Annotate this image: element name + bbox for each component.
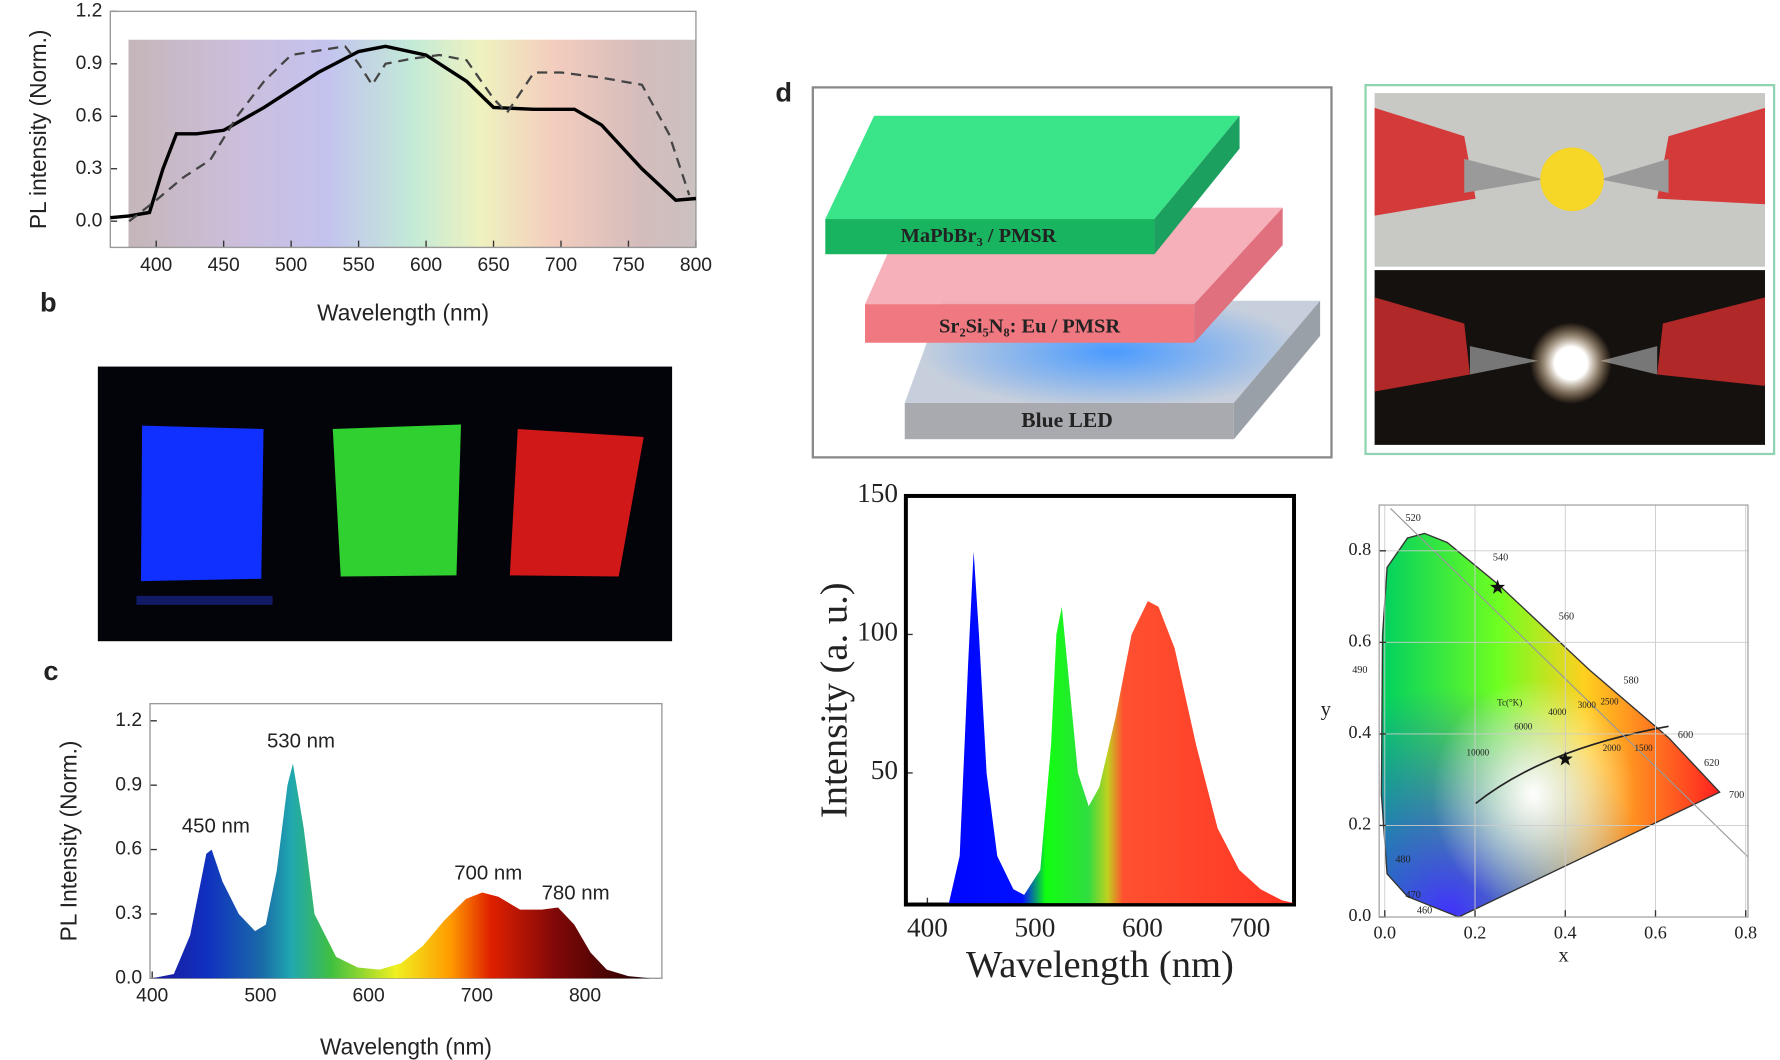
locus-label: 700	[1729, 790, 1744, 801]
x-tick-label: 700	[1230, 913, 1271, 943]
plot-frame	[903, 493, 1297, 907]
y-tick-label: 0.0	[1349, 905, 1372, 925]
x-tick-label: 800	[569, 986, 601, 1007]
y-axis-label: y	[1321, 699, 1332, 721]
y-tick-label: 0.2	[1349, 814, 1372, 834]
spectrum-area	[905, 551, 1295, 904]
cct-label: 3000	[1578, 700, 1597, 710]
x-axis-label: Wavelength (nm)	[966, 944, 1234, 986]
y-tick-label: 0.6	[76, 105, 103, 126]
x-tick-label: 0.8	[1734, 922, 1757, 942]
peak-annotation: 450 nm	[182, 816, 250, 838]
x-tick-label: 600	[410, 255, 442, 276]
x-tick-label: 450	[208, 255, 240, 276]
x-tick-label: 400	[907, 913, 948, 943]
locus-label: 470	[1406, 890, 1421, 901]
x-tick-label: 600	[1122, 913, 1163, 943]
x-tick-label: 400	[140, 255, 172, 276]
peak-annotation: 530 nm	[267, 731, 335, 753]
y-tick-label: 0.9	[76, 53, 103, 74]
x-tick-label: 650	[477, 255, 509, 276]
layer-label: Sr₂Si₅N₈: Eu / PMSR	[939, 316, 1120, 338]
y-axis-label: Intensity (a. u.)	[814, 582, 856, 818]
y-tick-label: 0.3	[115, 903, 142, 924]
locus-label: 520	[1406, 513, 1421, 524]
y-tick-label: 0.6	[1349, 631, 1372, 651]
plot-frame	[1378, 504, 1749, 918]
panel-label: c	[43, 655, 58, 686]
series-line	[128, 45, 691, 223]
x-tick-label: 500	[244, 986, 276, 1007]
y-tick-label: 150	[857, 478, 898, 508]
panel-label: b	[40, 286, 57, 317]
y-tick-label: 1.2	[76, 0, 103, 21]
y-tick-label: 0.0	[76, 210, 103, 231]
panel-label: d	[775, 76, 792, 107]
locus-label: 580	[1623, 675, 1638, 686]
x-tick-label: 550	[343, 255, 375, 276]
device-diagram: MaPbBr₃ / PMSR Sr₂Si₅N₈: Eu / PMSR Blue …	[811, 86, 1333, 459]
x-tick-label: 0.0	[1373, 922, 1396, 942]
series-line	[110, 44, 697, 220]
y-tick-label: 0.4	[1349, 722, 1372, 742]
y-tick-label: 0.3	[76, 158, 103, 179]
y-tick-label: 0.9	[115, 774, 142, 795]
x-tick-label: 0.6	[1644, 922, 1667, 942]
locus-label: 600	[1678, 730, 1693, 741]
photo-films	[97, 366, 673, 642]
cct-label: 4000	[1548, 707, 1567, 717]
cct-label: 10000	[1467, 748, 1490, 758]
locus-label: 540	[1493, 553, 1508, 564]
locus-label: 620	[1704, 758, 1719, 769]
chromaticity-point	[1490, 579, 1506, 594]
y-tick-label: 0.0	[115, 967, 142, 988]
cct-label: Tc(°K)	[1497, 698, 1522, 708]
peak-annotation: 780 nm	[542, 883, 610, 905]
locus-label: 480	[1395, 855, 1410, 866]
y-tick-label: 0.6	[115, 839, 142, 860]
cie-locus	[1380, 508, 1749, 918]
locus-label: 490	[1352, 665, 1367, 676]
y-tick-label: 1.2	[115, 710, 142, 731]
cct-label: 2000	[1603, 743, 1622, 753]
layer-label: Blue LED	[1021, 408, 1113, 432]
led-photos	[1364, 83, 1776, 456]
cct-label: 2500	[1600, 697, 1619, 707]
spectrum-area	[152, 763, 650, 979]
cct-label: 6000	[1514, 722, 1533, 732]
x-tick-label: 500	[1014, 913, 1055, 943]
y-tick-label: 100	[857, 617, 898, 647]
x-axis-label: x	[1558, 944, 1568, 966]
peak-annotation: 700 nm	[454, 862, 522, 884]
x-tick-label: 400	[136, 986, 168, 1007]
locus-label: 560	[1559, 612, 1574, 623]
y-tick-label: 0.8	[1349, 539, 1372, 559]
x-tick-label: 500	[275, 255, 307, 276]
x-tick-label: 600	[353, 986, 385, 1007]
layer-label: MaPbBr₃ / PMSR	[901, 225, 1057, 247]
cct-label: 1500	[1635, 743, 1654, 753]
x-tick-label: 700	[461, 986, 493, 1007]
plot-frame	[109, 10, 697, 249]
x-tick-label: 700	[545, 255, 577, 276]
x-tick-label: 750	[612, 255, 644, 276]
y-tick-label: 50	[871, 755, 898, 785]
y-axis-label: PL intensity (Norm.)	[25, 30, 51, 230]
locus-label: 460	[1417, 906, 1432, 917]
chromaticity-point	[1557, 751, 1573, 766]
spectrum-background	[128, 39, 696, 248]
y-axis-label: PL Intensity (Norm.)	[56, 741, 82, 942]
x-tick-label: 0.4	[1554, 922, 1577, 942]
x-axis-label: Wavelength (nm)	[317, 299, 489, 325]
x-axis-label: Wavelength (nm)	[320, 1034, 492, 1060]
x-tick-label: 800	[680, 255, 712, 276]
x-tick-label: 0.2	[1464, 922, 1487, 942]
